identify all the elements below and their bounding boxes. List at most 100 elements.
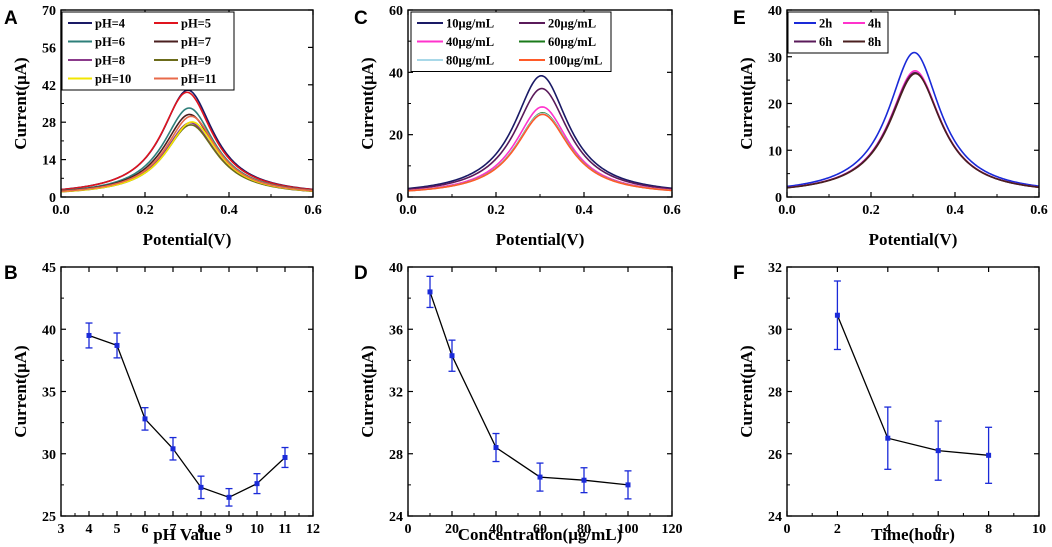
series-line bbox=[407, 113, 673, 192]
x-tick-label: 10 bbox=[1032, 522, 1046, 537]
x-tick-label: 12 bbox=[306, 522, 320, 537]
y-tick-label: 30 bbox=[42, 448, 56, 463]
y-tick-label: 56 bbox=[42, 41, 56, 56]
data-point bbox=[625, 482, 631, 488]
x-tick-label: 7 bbox=[170, 522, 177, 537]
y-tick-label: 45 bbox=[42, 261, 56, 276]
data-point bbox=[142, 416, 148, 422]
series-line bbox=[60, 121, 314, 193]
x-tick-label: 4 bbox=[86, 522, 93, 537]
y-tick-label: 32 bbox=[389, 386, 403, 401]
series-line bbox=[60, 124, 314, 193]
x-tick-label: 0 bbox=[784, 522, 791, 537]
y-tick-label: 40 bbox=[42, 323, 56, 338]
legend-label: 40μg/mL bbox=[446, 35, 494, 49]
data-point bbox=[170, 446, 176, 452]
x-tick-label: 20 bbox=[445, 522, 459, 537]
series-line bbox=[60, 121, 314, 193]
x-tick-label: 80 bbox=[577, 522, 591, 537]
y-tick-label: 32 bbox=[768, 261, 782, 276]
x-tick-label: 120 bbox=[662, 522, 683, 537]
y-tick-label: 60 bbox=[389, 4, 403, 19]
data-point bbox=[282, 454, 288, 460]
data-point bbox=[254, 481, 260, 487]
legend-label: 2h bbox=[819, 17, 832, 31]
y-axis-label: Current(μA) bbox=[737, 57, 756, 149]
x-tick-label: 8 bbox=[985, 522, 992, 537]
x-tick-label: 6 bbox=[142, 522, 149, 537]
legend-label: pH=11 bbox=[181, 72, 217, 86]
x-tick-label: 3 bbox=[58, 522, 65, 537]
legend-label: pH=9 bbox=[181, 54, 211, 68]
panel-letter: D bbox=[354, 263, 368, 284]
legend-box bbox=[410, 11, 612, 72]
x-tick-label: 100 bbox=[618, 522, 639, 537]
x-tick-label: 0.2 bbox=[136, 203, 154, 218]
x-axis-label: Concentration(μg/mL) bbox=[458, 525, 623, 544]
x-tick-label: 4 bbox=[884, 522, 891, 537]
y-tick-label: 20 bbox=[389, 129, 403, 144]
series-line bbox=[60, 91, 314, 191]
y-tick-label: 36 bbox=[389, 323, 403, 338]
x-tick-label: 0.6 bbox=[1030, 203, 1048, 218]
panel-d: D0 20 40 60 80 100 1202428323640Concentration(… bbox=[354, 261, 683, 544]
y-tick-label: 28 bbox=[768, 386, 782, 401]
series-line bbox=[407, 106, 673, 192]
y-tick-label: 0 bbox=[49, 191, 56, 206]
y-axis-label: Current(μA) bbox=[11, 345, 30, 437]
x-tick-label: 2 bbox=[834, 522, 841, 537]
y-tick-label: 70 bbox=[42, 4, 56, 19]
series-line bbox=[786, 69, 1040, 189]
series-line bbox=[407, 112, 673, 192]
y-tick-label: 26 bbox=[768, 448, 782, 463]
series-line bbox=[407, 112, 673, 192]
legend-label: 4h bbox=[868, 17, 881, 31]
plot-frame bbox=[60, 266, 314, 517]
data-point bbox=[449, 353, 455, 359]
plot-frame bbox=[786, 9, 1040, 198]
y-tick-label: 24 bbox=[768, 510, 782, 525]
legend-label: 60μg/mL bbox=[548, 35, 596, 49]
panel-letter: B bbox=[4, 263, 18, 284]
legend-label: pH=6 bbox=[95, 35, 125, 49]
legend-label: pH=10 bbox=[95, 72, 131, 86]
legend-label: pH=4 bbox=[95, 17, 126, 31]
y-tick-label: 0 bbox=[396, 191, 403, 206]
panel-e: E 0.0 0.2 0.4 0.6 0 10 20 30 40 Potential(V) Curren… bbox=[733, 4, 1048, 249]
x-tick-label: 0.2 bbox=[487, 203, 505, 218]
y-axis-label: Current(μA) bbox=[358, 345, 377, 437]
panel-letter: A bbox=[4, 8, 18, 29]
data-point bbox=[427, 289, 433, 295]
x-tick-label: 9 bbox=[226, 522, 233, 537]
y-tick-label: 24 bbox=[389, 510, 403, 525]
data-point bbox=[226, 494, 232, 500]
legend-label: pH=8 bbox=[95, 54, 125, 68]
data-point bbox=[86, 332, 92, 338]
x-tick-label: 40 bbox=[489, 522, 503, 537]
x-tick-label: 0.4 bbox=[220, 203, 238, 218]
y-tick-label: 28 bbox=[389, 448, 403, 463]
y-tick-label: 30 bbox=[768, 51, 782, 66]
x-tick-label: 0.4 bbox=[946, 203, 964, 218]
y-axis-label: Current(μA) bbox=[737, 345, 756, 437]
x-tick-label: 10 bbox=[250, 522, 264, 537]
series-line bbox=[60, 89, 314, 191]
data-point bbox=[581, 477, 587, 483]
series-line bbox=[786, 72, 1040, 189]
legend-label: 100μg/mL bbox=[548, 54, 602, 68]
x-tick-label: 0.6 bbox=[304, 203, 322, 218]
x-tick-label: 0 bbox=[405, 522, 412, 537]
series-line bbox=[407, 74, 673, 190]
x-tick-label: 0.6 bbox=[663, 203, 681, 218]
legend-label: 6h bbox=[819, 35, 832, 49]
data-point bbox=[198, 484, 204, 490]
x-axis-label: pH Value bbox=[153, 525, 221, 544]
legend-box bbox=[61, 11, 235, 91]
x-tick-label: 0.4 bbox=[575, 203, 593, 218]
panel-letter: F bbox=[733, 263, 745, 284]
x-tick-label: 0.2 bbox=[862, 203, 880, 218]
y-tick-label: 30 bbox=[768, 323, 782, 338]
panel-a: A 0.0 0.2 0.4 0.6 0 14 28 42 56 70 Potential(V) Curr… bbox=[4, 4, 322, 249]
plot-frame bbox=[60, 9, 314, 198]
